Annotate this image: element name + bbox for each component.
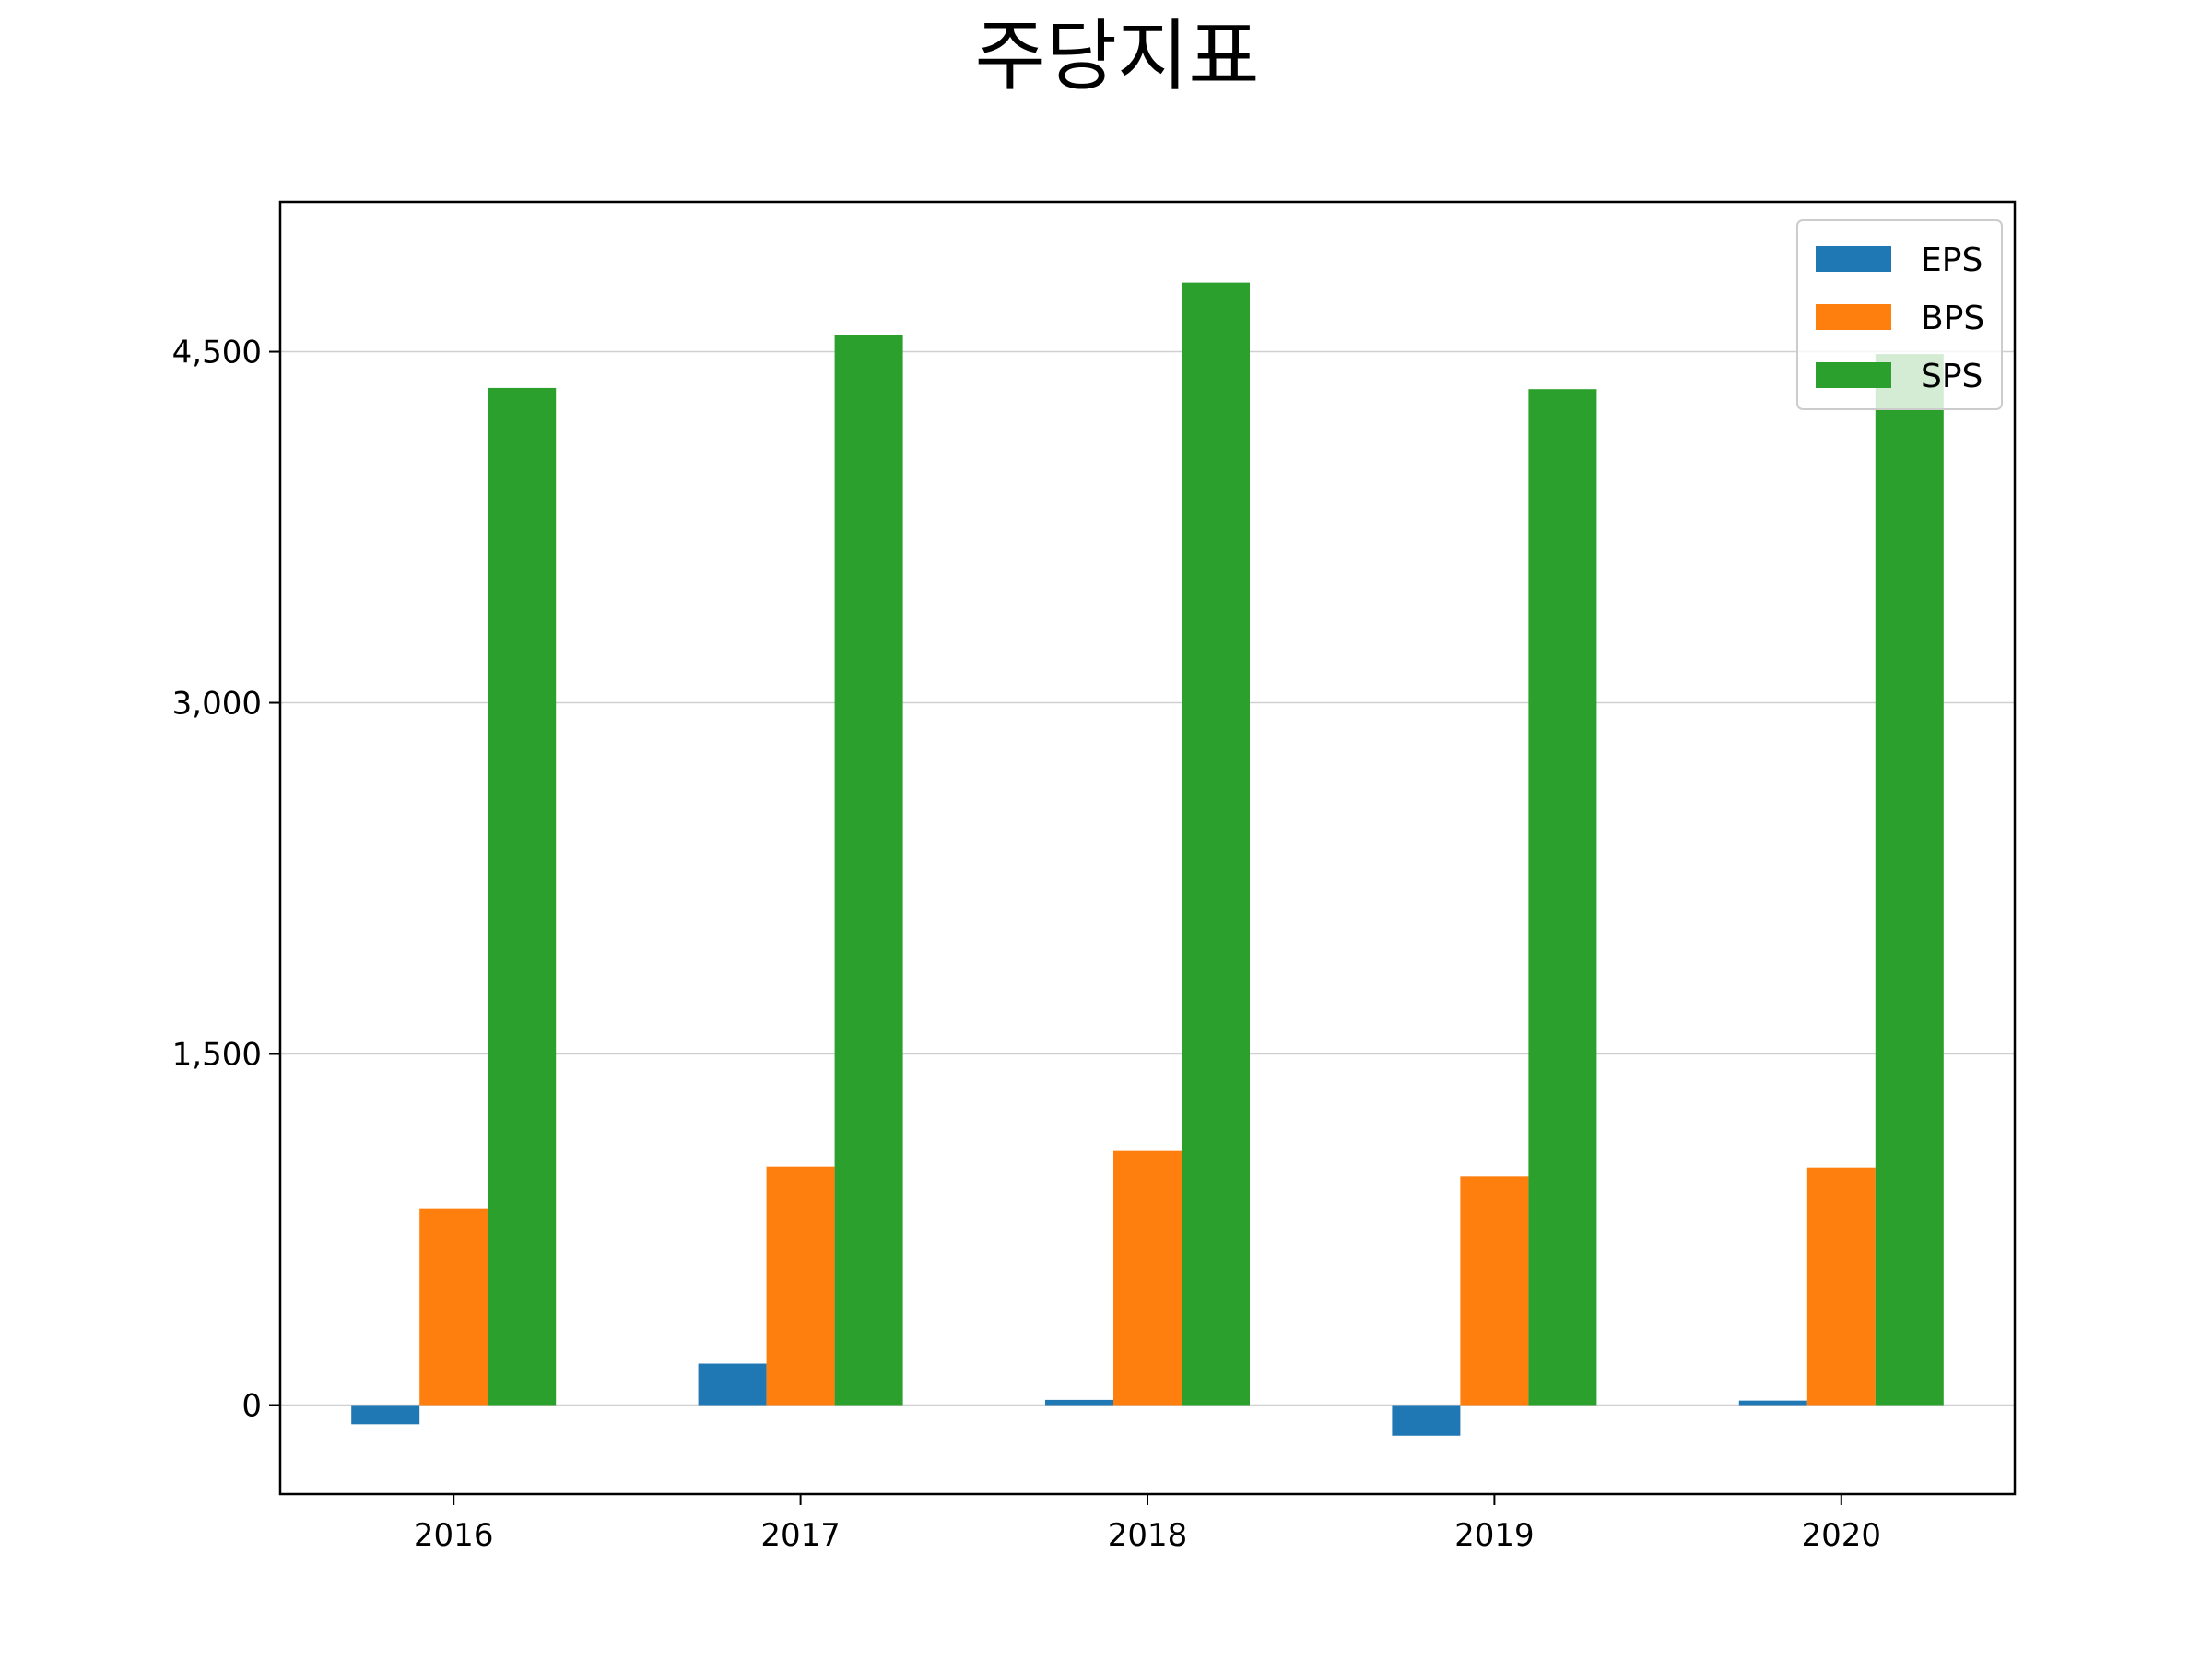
bar-sps: [1528, 389, 1597, 1406]
bar-bps: [1460, 1176, 1529, 1406]
bar-eps: [1045, 1399, 1113, 1406]
bar-bps: [419, 1208, 488, 1406]
bar-eps: [698, 1363, 767, 1406]
bar-sps: [1182, 282, 1250, 1406]
bar-bps: [766, 1166, 835, 1406]
bar-eps: [1392, 1405, 1461, 1436]
bar-eps: [1738, 1400, 1807, 1406]
legend-swatch-eps: [1816, 246, 1891, 272]
bar-bps: [1113, 1150, 1182, 1406]
legend-label-bps: BPS: [1921, 300, 1984, 337]
x-tick-label: 2020: [1802, 1517, 1882, 1554]
x-axis: 2016 2017 2018 2019 2020: [414, 1494, 1881, 1554]
legend-label-sps: SPS: [1921, 358, 1983, 395]
bar-sps: [1875, 354, 1944, 1406]
y-axis: 0 1,500 3,000 4,500: [172, 335, 280, 1424]
y-tick-label: 4,500: [172, 335, 262, 371]
x-tick-label: 2016: [414, 1517, 494, 1554]
legend: EPS BPS SPS: [1796, 219, 2003, 410]
chart-title: 주당지표: [974, 11, 1259, 101]
x-tick-label: 2019: [1454, 1517, 1535, 1554]
bar-eps: [351, 1405, 420, 1425]
legend-label-eps: EPS: [1921, 241, 1983, 279]
bar-sps: [488, 387, 557, 1406]
legend-swatch-sps: [1816, 362, 1891, 388]
bar-bps: [1806, 1167, 1876, 1406]
legend-swatch-bps: [1816, 304, 1891, 330]
bars: [351, 282, 1944, 1436]
x-tick-label: 2018: [1108, 1517, 1188, 1554]
y-tick-label: 1,500: [172, 1037, 262, 1074]
y-tick-label: 3,000: [172, 686, 262, 723]
y-tick-label: 0: [241, 1387, 262, 1424]
bar-sps: [834, 335, 903, 1406]
x-tick-label: 2017: [760, 1517, 841, 1554]
